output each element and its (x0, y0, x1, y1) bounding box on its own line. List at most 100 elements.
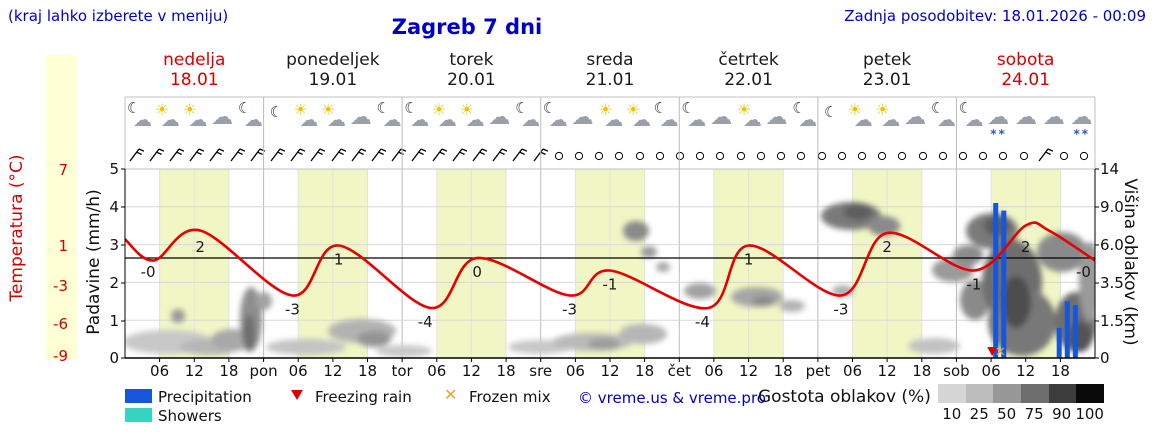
wind-barb-icon (509, 143, 529, 167)
wind-symbols-row (125, 143, 1095, 167)
svg-text:2: 2 (1021, 238, 1031, 256)
wind-barb-icon (448, 143, 468, 167)
svg-text:-3: -3 (285, 301, 300, 319)
day-name: četrtek (718, 50, 779, 70)
temperature-axis-label: Temperatura (°C) (7, 154, 27, 302)
calm-circle-icon (630, 143, 650, 167)
frozen-mix-marker: ✕ (995, 345, 1006, 360)
calm-circle-icon (873, 143, 893, 167)
moon-icon: ☾ (823, 103, 838, 121)
temperature-value-labels: -0 2 -3 1 -4 0 -3 -1 -4 1 -3 2 -1 2 -0 (141, 238, 1091, 331)
svg-text:-0: -0 (1076, 263, 1091, 281)
svg-text:12: 12 (600, 362, 619, 380)
svg-text:12: 12 (739, 362, 758, 380)
svg-text:18: 18 (635, 362, 654, 380)
sun-cloud-icon: ☀ ☁ (625, 100, 651, 131)
cloud-icon: ☁ (765, 105, 788, 130)
cloud-moon-icon: ☾ ☁ (127, 99, 152, 131)
svg-text:06: 06 (704, 362, 723, 380)
svg-text:0: 0 (1100, 349, 1110, 367)
day-header-ponedeljek: ponedeljek 19.01 (264, 50, 403, 90)
calm-circle-icon (933, 143, 953, 167)
freezing-rain-marker (987, 347, 998, 356)
calm-circle-icon (711, 143, 731, 167)
cloud-moon-icon: ☾ ☁ (958, 99, 984, 131)
svg-text:tor: tor (391, 362, 413, 380)
sun-cloud-icon: ☀ ☁ (431, 100, 457, 131)
calm-circle-icon (1054, 143, 1074, 167)
svg-text:18: 18 (774, 362, 793, 380)
density-scale-value: 90 (1052, 405, 1072, 423)
cloud-moon-icon: ☾ ☁ (930, 99, 956, 131)
svg-text:čet: čet (668, 362, 691, 380)
wind-barb-icon (1034, 143, 1054, 167)
cloud-moon-icon: ☾ ☁ (515, 99, 541, 131)
day-header-sreda: sreda 21.01 (541, 50, 680, 90)
freezing-rain-triangle-icon (291, 390, 303, 400)
cloud-moon-icon: ☾ ☁ (681, 99, 707, 131)
svg-text:06: 06 (427, 362, 446, 380)
cloud-moon-icon: ☾ ☁ (404, 99, 430, 131)
copyright-link[interactable]: © vreme.us & vreme.pro (578, 389, 766, 407)
wind-barb-icon (468, 143, 488, 167)
sun-cloud-icon: ☀ ☁ (736, 100, 762, 131)
svg-text:18: 18 (358, 362, 377, 380)
axis-frame (121, 168, 1099, 362)
day-name: sreda (586, 50, 634, 70)
wind-barb-icon (165, 143, 185, 167)
day-header-torek: torek 20.01 (402, 50, 541, 90)
cloud-snow-icon: ☁ ** (1070, 105, 1093, 141)
showers-swatch (125, 408, 152, 422)
wind-barb-icon (246, 143, 266, 167)
svg-text:-4: -4 (695, 313, 710, 331)
sun-cloud-icon: ☀ ☁ (459, 100, 485, 131)
cloud-moon-icon: ☾ ☁ (792, 99, 818, 131)
svg-text:06: 06 (289, 362, 308, 380)
svg-text:pon: pon (249, 362, 277, 380)
svg-text:-1: -1 (603, 276, 618, 294)
density-scale-value: 10 (942, 405, 962, 423)
precipitation-bars (993, 203, 1078, 358)
density-scale-value: 25 (969, 405, 989, 423)
legend-precipitation-label: Precipitation (158, 388, 252, 406)
day-name: ponedeljek (286, 50, 380, 70)
wind-barb-icon (408, 143, 428, 167)
day-date: 21.01 (585, 70, 635, 90)
svg-text:06: 06 (566, 362, 585, 380)
wind-barb-icon (287, 143, 307, 167)
density-scale-segment (1048, 384, 1077, 403)
svg-text:3: 3 (109, 236, 119, 254)
cloud-icon: ☁ (211, 105, 234, 130)
svg-text:1: 1 (109, 312, 119, 330)
wind-barb-icon (186, 143, 206, 167)
svg-text:12: 12 (323, 362, 342, 380)
cloud-icon: ☁ (571, 105, 594, 130)
temperature-axis-highlight-strip (46, 55, 77, 360)
daylight-bands (159, 169, 1061, 358)
calm-circle-icon (913, 143, 933, 167)
svg-text:-3: -3 (834, 301, 849, 319)
cloud-density-scale-labels: 10 25 50 75 90 100 (938, 405, 1104, 423)
density-scale-segment (1021, 384, 1049, 403)
calm-circle-icon (610, 143, 630, 167)
svg-text:18: 18 (1051, 362, 1070, 380)
calm-circle-icon (590, 143, 610, 167)
calm-circle-icon (650, 143, 670, 167)
cloud-icon: ☁ (904, 105, 927, 130)
svg-text:18: 18 (219, 362, 238, 380)
calm-circle-icon (974, 143, 994, 167)
legend-showers-label: Showers (158, 407, 222, 425)
day-header-četrtek: četrtek 22.01 (679, 50, 818, 90)
sun-cloud-icon: ☀ ☁ (598, 100, 624, 131)
sun-cloud-icon: ☀ ☁ (182, 100, 208, 131)
calm-circle-icon (852, 143, 872, 167)
location-hint: (kraj lahko izberete v meniju) (8, 7, 229, 25)
calm-circle-icon (832, 143, 852, 167)
calm-circle-icon (1014, 143, 1034, 167)
frozen-mix-x-icon: ✕ (444, 385, 458, 404)
legend-frozen-mix-label: Frozen mix (469, 388, 551, 406)
cloud-snow-icon: ☁ ** (987, 105, 1010, 141)
cloud-moon-icon: ☾ ☁ (237, 99, 263, 131)
svg-text:-3: -3 (562, 301, 577, 319)
cloud-density-blobs (125, 202, 1095, 357)
